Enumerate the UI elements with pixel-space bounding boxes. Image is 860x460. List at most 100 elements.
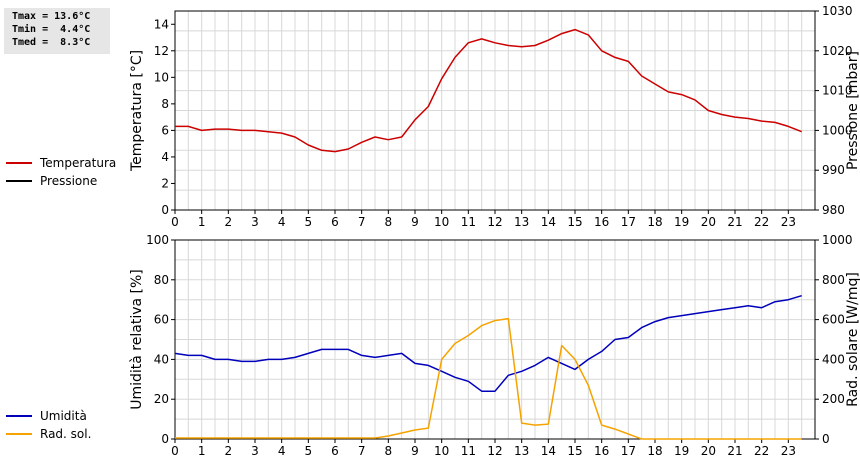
legend-label-pressure: Pressione <box>40 174 98 188</box>
panel-0-y2tick-label: 1000 <box>822 123 853 137</box>
panel-1-ytick-label: 100 <box>146 233 169 247</box>
legend-swatch-temperature <box>6 162 32 164</box>
stat-tmax: Tmax = 13.6°C <box>12 11 91 22</box>
panel-1-xtick-label: 16 <box>594 444 609 458</box>
legend-item-radiation: Rad. sol. <box>6 425 91 443</box>
panel-0-ytick-label: 8 <box>161 97 169 111</box>
panel-0-xtick-label: 21 <box>727 215 742 229</box>
panel-1-xtick-label: 2 <box>225 444 233 458</box>
panel-0-xtick-label: 0 <box>171 215 179 229</box>
legend-label-humidity: Umidità <box>40 409 87 423</box>
legend-bottom: Umidità Rad. sol. <box>6 407 91 443</box>
panel-0-ylabel: Temperatura [°C] <box>129 50 145 172</box>
panel-1-xtick-label: 3 <box>251 444 259 458</box>
panel-0-xtick-label: 2 <box>225 215 233 229</box>
panel-1-xtick-label: 17 <box>621 444 636 458</box>
panel-0-xtick-label: 22 <box>754 215 769 229</box>
panel-0-xtick-label: 6 <box>331 215 339 229</box>
panel-0-y2tick-label: 980 <box>822 203 845 217</box>
panel-0-y2tick-label: 1030 <box>822 4 853 18</box>
panel-0-ytick-label: 6 <box>161 123 169 137</box>
panel-1-xtick-label: 22 <box>754 444 769 458</box>
panel-1-xtick-label: 6 <box>331 444 339 458</box>
panel-1-y2tick-label: 200 <box>822 392 845 406</box>
series-line-humidity <box>174 294 802 392</box>
panel-1-y2tick-label: 1000 <box>822 233 853 247</box>
panel-0-xtick-label: 9 <box>411 215 419 229</box>
panel-0-ytick-label: 4 <box>161 150 169 164</box>
panel-1-xtick-label: 20 <box>701 444 716 458</box>
stat-tmin: Tmin = 4.4°C <box>12 24 91 35</box>
panel-0-xtick-label: 23 <box>781 215 796 229</box>
panel-0-y2tick-label: 990 <box>822 163 845 177</box>
panel-0-xtick-label: 18 <box>647 215 662 229</box>
legend-label-radiation: Rad. sol. <box>40 427 92 441</box>
legend-swatch-humidity <box>6 415 32 417</box>
panel-0-xtick-label: 7 <box>358 215 366 229</box>
series-line-temperature <box>175 28 802 153</box>
panel-1-xtick-label: 7 <box>358 444 366 458</box>
panel-0-xtick-label: 20 <box>701 215 716 229</box>
panel-1-xtick-label: 15 <box>567 444 582 458</box>
panel-1-xtick-label: 8 <box>385 444 393 458</box>
panel-0-xtick-label: 13 <box>514 215 529 229</box>
panel-0-y2tick-label: 1010 <box>822 84 853 98</box>
legend-item-temperature: Temperatura <box>6 154 116 172</box>
panel-1-xtick-label: 18 <box>647 444 662 458</box>
stat-tmed: Tmed = 8.3°C <box>12 37 91 48</box>
panel-1-y2label: Rad. solare [W/mq] <box>845 272 860 407</box>
legend-item-pressure: Pressione <box>6 172 116 190</box>
panel-1-ylabel: Umidità relativa [%] <box>129 269 145 410</box>
legend-swatch-radiation <box>6 433 32 435</box>
panel-1-xtick-label: 14 <box>541 444 556 458</box>
panel-1-xtick-label: 9 <box>411 444 419 458</box>
panel-0-ytick-label: 0 <box>161 203 169 217</box>
series-line-radiation <box>175 317 802 440</box>
panel-0-xtick-label: 4 <box>278 215 286 229</box>
panel-1-y2tick-label: 600 <box>822 313 845 327</box>
panel-0-xtick-label: 14 <box>541 215 556 229</box>
panel-1-y2tick-label: 0 <box>822 432 830 446</box>
panel-1-ytick-label: 0 <box>161 432 169 446</box>
panel-0-xtick-label: 17 <box>621 215 636 229</box>
panel-1-xtick-label: 4 <box>278 444 286 458</box>
panel-1-xtick-label: 23 <box>781 444 796 458</box>
panel-0-y2tick-label: 1020 <box>822 44 853 58</box>
panel-1-xtick-label: 11 <box>461 444 476 458</box>
panel-1-y2tick-label: 800 <box>822 273 845 287</box>
legend-label-temperature: Temperatura <box>40 156 117 170</box>
panel-1-xtick-label: 1 <box>198 444 206 458</box>
panel-1-xtick-label: 13 <box>514 444 529 458</box>
panel-1-y2tick-label: 400 <box>822 352 845 366</box>
panel-0-xtick-label: 5 <box>305 215 313 229</box>
panel-0-xtick-label: 1 <box>198 215 206 229</box>
panel-1-xtick-label: 19 <box>674 444 689 458</box>
panel-1-xtick-label: 5 <box>305 444 313 458</box>
legend-swatch-pressure <box>6 180 32 182</box>
panel-0-xtick-label: 11 <box>461 215 476 229</box>
panel-0-xtick-label: 8 <box>385 215 393 229</box>
panel-0-ytick-label: 12 <box>154 44 169 58</box>
legend-item-humidity: Umidità <box>6 407 91 425</box>
panel-0-xtick-label: 12 <box>487 215 502 229</box>
panel-0-ytick-label: 2 <box>161 176 169 190</box>
panel-0-xtick-label: 15 <box>567 215 582 229</box>
panel-1-ytick-label: 20 <box>154 392 169 406</box>
panel-1-xtick-label: 0 <box>171 444 179 458</box>
panel-0-xtick-label: 3 <box>251 215 259 229</box>
panel-1-xtick-label: 10 <box>434 444 449 458</box>
panel-1-ytick-label: 80 <box>154 273 169 287</box>
panel-1-xtick-label: 21 <box>727 444 742 458</box>
panel-1-xtick-label: 12 <box>487 444 502 458</box>
panel-1-ytick-label: 60 <box>154 313 169 327</box>
panel-0-ytick-label: 14 <box>154 17 169 31</box>
panel-1-ytick-label: 40 <box>154 352 169 366</box>
stats-box: Tmax = 13.6°C Tmin = 4.4°C Tmed = 8.3°C <box>4 8 110 54</box>
panel-0-xtick-label: 10 <box>434 215 449 229</box>
legend-top: Temperatura Pressione <box>6 154 116 190</box>
panel-0-xtick-label: 16 <box>594 215 609 229</box>
panel-0-ytick-label: 10 <box>154 70 169 84</box>
panel-0-y2label: Pressione [mbar] <box>845 51 860 170</box>
panel-0-xtick-label: 19 <box>674 215 689 229</box>
